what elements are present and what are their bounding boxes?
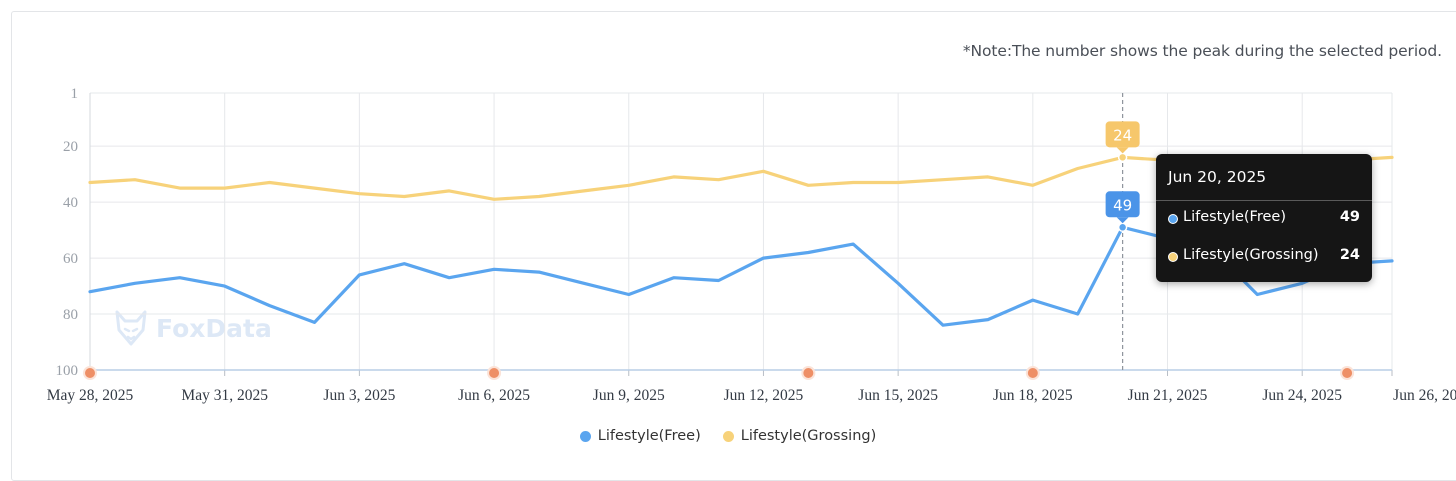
peak-label-free: 49	[1105, 191, 1140, 224]
x-tick-label: Jun 3, 2025	[323, 387, 395, 404]
peak-note: *Note:The number shows the peak during t…	[962, 42, 1442, 60]
y-tick-label: 1	[71, 86, 79, 102]
y-tick-label: 100	[56, 363, 79, 379]
x-tick-label: Jun 15, 2025	[858, 387, 938, 404]
chart-axes: 1 20 40 60 80 100 May 28, 2025 May 31, 2025 Jun …	[47, 86, 1456, 404]
chart-legend: Lifestyle(Free) Lifestyle(Grossing)	[0, 428, 1456, 444]
x-tick-label: Jun 18, 2025	[993, 387, 1073, 404]
legend-free-dot	[579, 430, 591, 442]
tooltip-date: Jun 20, 2025	[1168, 168, 1267, 186]
foxdata-watermark: FoxData	[114, 310, 272, 346]
event-marker	[85, 368, 95, 378]
tooltip-grossing-label: Lifestyle(Grossing)	[1183, 247, 1319, 263]
y-tick-label: 20	[63, 139, 78, 155]
y-tick-label: 80	[63, 307, 78, 323]
x-tick-label: Jun 26, 2025	[1393, 387, 1456, 404]
highlight-point-grossing	[1117, 152, 1128, 163]
fox-logo-icon	[115, 310, 147, 346]
event-marker	[1027, 368, 1038, 378]
tooltip-free-dot	[1168, 214, 1178, 224]
event-marker	[489, 368, 500, 378]
chart-markers	[83, 366, 1355, 380]
x-tick-label: Jun 12, 2025	[724, 387, 804, 404]
highlight-point-free	[1117, 222, 1128, 233]
x-tick-label: May 31, 2025	[181, 387, 268, 404]
legend-grossing-label: Lifestyle(Grossing)	[740, 428, 877, 444]
tooltip-grossing-value: 24	[1339, 247, 1360, 263]
legend-item-free[interactable]: Lifestyle(Free)	[579, 428, 701, 444]
tooltip-divider	[1156, 200, 1372, 201]
legend-free-label: Lifestyle(Free)	[597, 428, 701, 444]
y-tick-label: 40	[63, 195, 78, 211]
peak-label-free-text: 49	[1113, 196, 1132, 214]
peak-label-grossing-box	[1105, 121, 1140, 148]
x-tick-label: Jun 6, 2025	[458, 387, 530, 404]
event-marker	[1342, 368, 1353, 378]
legend-grossing-dot	[722, 430, 734, 442]
x-tick-label: Jun 21, 2025	[1128, 387, 1208, 404]
chart-highlight: 49 24	[1105, 93, 1140, 370]
tooltip-free-value: 49	[1339, 209, 1360, 225]
legend-item-grossing[interactable]: Lifestyle(Grossing)	[722, 428, 877, 444]
x-tick-label: May 28, 2025	[47, 387, 134, 404]
peak-label-grossing-pointer	[1116, 147, 1129, 154]
peak-label-free-pointer	[1116, 217, 1129, 224]
tooltip-row-grossing: Lifestyle(Grossing) 24	[1168, 247, 1360, 267]
peak-label-grossing: 24	[1105, 121, 1140, 154]
x-tick-label: Jun 24, 2025	[1262, 387, 1342, 404]
y-tick-label: 60	[63, 251, 78, 267]
tooltip-row-free: Lifestyle(Free) 49	[1168, 209, 1360, 229]
event-marker	[803, 368, 814, 378]
peak-label-grossing-text: 24	[1113, 126, 1132, 144]
chart-tooltip: Jun 20, 2025 Lifestyle(Free) 49 Lifestyl…	[1156, 154, 1372, 282]
watermark-text: FoxData	[156, 313, 272, 343]
x-tick-label: Jun 9, 2025	[593, 387, 665, 404]
tooltip-free-label: Lifestyle(Free)	[1183, 209, 1286, 225]
peak-label-free-box	[1105, 191, 1140, 218]
tooltip-grossing-dot	[1168, 252, 1178, 262]
